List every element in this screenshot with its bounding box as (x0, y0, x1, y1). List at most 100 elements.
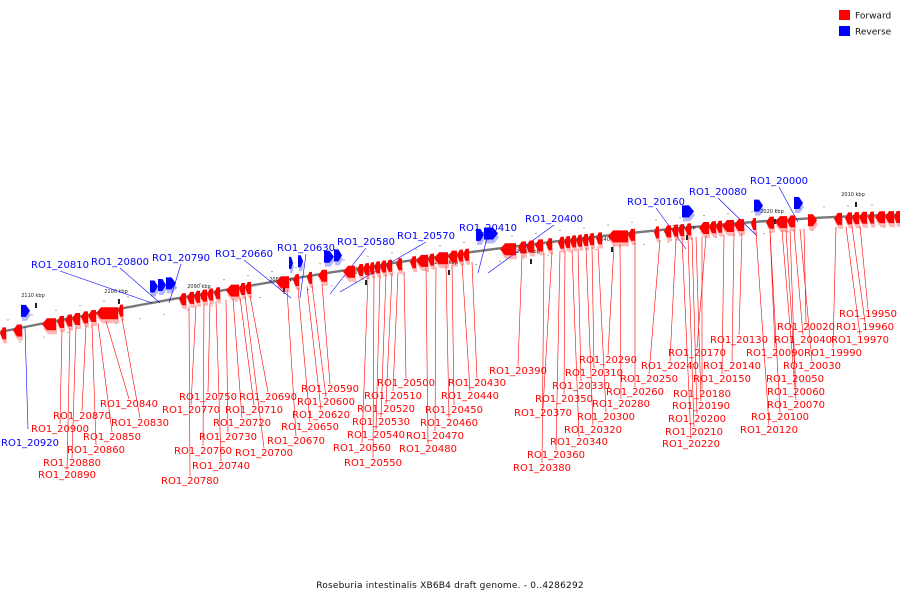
gene-label[interactable]: RO1_20710 (225, 405, 283, 416)
gene-label[interactable]: RO1_20850 (83, 432, 141, 443)
forward-gene-arrow[interactable] (787, 215, 795, 228)
forward-gene-arrow[interactable] (118, 304, 123, 317)
gene-label[interactable]: RO1_20700 (235, 448, 293, 459)
gene-label[interactable]: RO1_20780 (161, 476, 219, 487)
forward-gene-arrow[interactable] (416, 254, 428, 267)
forward-gene-arrow[interactable] (179, 293, 186, 306)
gene-label[interactable]: RO1_20760 (174, 446, 232, 457)
gene-label[interactable]: RO1_20570 (397, 231, 455, 242)
forward-gene-arrow[interactable] (875, 211, 885, 224)
forward-gene-arrow[interactable] (546, 238, 552, 251)
forward-gene-arrow[interactable] (834, 212, 842, 225)
gene-label[interactable]: RO1_20330 (552, 381, 610, 392)
forward-gene-arrow[interactable] (13, 324, 22, 337)
gene-label[interactable]: RO1_20360 (527, 450, 585, 461)
gene-label[interactable]: RO1_20410 (459, 223, 517, 234)
forward-gene-arrow[interactable] (885, 211, 894, 224)
forward-gene-arrow[interactable] (716, 220, 722, 233)
forward-gene-arrow[interactable] (374, 261, 380, 274)
forward-gene-arrow[interactable] (808, 214, 817, 227)
forward-gene-arrow[interactable] (386, 259, 392, 272)
forward-gene-arrow[interactable] (396, 258, 402, 271)
gene-label[interactable]: RO1_20070 (767, 400, 825, 411)
forward-gene-arrow[interactable] (65, 314, 72, 327)
gene-label[interactable]: RO1_20280 (592, 399, 650, 410)
gene-label[interactable]: RO1_20120 (740, 425, 798, 436)
forward-gene-arrow[interactable] (428, 253, 434, 266)
gene-label[interactable]: RO1_19960 (836, 322, 894, 333)
reverse-gene-arrow[interactable] (754, 199, 763, 212)
gene-label[interactable]: RO1_20540 (347, 430, 405, 441)
forward-gene-arrow[interactable] (239, 283, 245, 295)
gene-label[interactable]: RO1_20390 (489, 366, 547, 377)
gene-label[interactable]: RO1_20920 (1, 438, 59, 449)
gene-label[interactable]: RO1_20770 (162, 405, 220, 416)
forward-gene-arrow[interactable] (582, 234, 588, 246)
forward-gene-arrow[interactable] (369, 262, 374, 275)
gene-label[interactable]: RO1_20320 (564, 425, 622, 436)
forward-gene-arrow[interactable] (894, 211, 900, 223)
forward-gene-arrow[interactable] (363, 263, 369, 276)
gene-label[interactable]: RO1_20860 (67, 445, 125, 456)
forward-gene-arrow[interactable] (57, 316, 64, 328)
gene-label[interactable]: RO1_20530 (352, 417, 410, 428)
forward-gene-arrow[interactable] (558, 236, 564, 249)
gene-label[interactable]: RO1_20150 (693, 374, 751, 385)
reverse-gene-arrow[interactable] (334, 249, 342, 262)
forward-gene-arrow[interactable] (751, 218, 756, 230)
gene-label[interactable]: RO1_19950 (839, 309, 897, 320)
forward-gene-arrow[interactable] (307, 271, 312, 284)
gene-label[interactable]: RO1_20790 (152, 253, 210, 264)
gene-label[interactable]: RO1_20210 (665, 427, 723, 438)
forward-gene-arrow[interactable] (685, 223, 691, 236)
forward-gene-arrow[interactable] (868, 211, 874, 224)
gene-label[interactable]: RO1_20800 (91, 257, 149, 268)
gene-label[interactable]: RO1_20300 (577, 412, 635, 423)
gene-label[interactable]: RO1_20180 (673, 389, 731, 400)
forward-gene-arrow[interactable] (207, 288, 213, 301)
gene-label[interactable]: RO1_20060 (767, 387, 825, 398)
forward-gene-arrow[interactable] (88, 310, 96, 322)
reverse-gene-arrow[interactable] (682, 205, 694, 218)
gene-label[interactable]: RO1_20250 (620, 374, 678, 385)
gene-label[interactable]: RO1_20520 (357, 404, 415, 415)
forward-gene-arrow[interactable] (410, 256, 416, 269)
gene-label[interactable]: RO1_20220 (662, 439, 720, 450)
reverse-gene-arrow[interactable] (166, 277, 176, 290)
gene-label[interactable]: RO1_20750 (179, 392, 237, 403)
reverse-gene-arrow[interactable] (794, 197, 803, 209)
forward-gene-arrow[interactable] (608, 230, 628, 243)
forward-gene-arrow[interactable] (81, 311, 88, 324)
forward-gene-arrow[interactable] (343, 265, 355, 278)
forward-gene-arrow[interactable] (318, 269, 327, 282)
gene-label[interactable]: RO1_20670 (267, 436, 325, 447)
forward-gene-arrow[interactable] (576, 234, 582, 247)
gene-label[interactable]: RO1_19990 (804, 348, 862, 359)
reverse-gene-arrow[interactable] (476, 228, 484, 241)
forward-gene-arrow[interactable] (672, 224, 678, 237)
gene-label[interactable]: RO1_20620 (292, 410, 350, 421)
forward-gene-arrow[interactable] (664, 225, 671, 238)
gene-label[interactable]: RO1_20650 (281, 422, 339, 433)
forward-gene-arrow[interactable] (214, 287, 220, 300)
gene-label[interactable]: RO1_20260 (606, 387, 664, 398)
gene-label[interactable]: RO1_20440 (441, 391, 499, 402)
forward-gene-arrow[interactable] (845, 212, 852, 225)
forward-gene-arrow[interactable] (434, 252, 448, 265)
forward-gene-arrow[interactable] (200, 289, 207, 302)
reverse-gene-arrow[interactable] (150, 280, 158, 293)
gene-label[interactable]: RO1_20600 (297, 397, 355, 408)
forward-gene-arrow[interactable] (245, 282, 251, 294)
gene-label[interactable]: RO1_20730 (199, 432, 257, 443)
reverse-gene-arrow[interactable] (289, 256, 293, 269)
gene-label[interactable]: RO1_20810 (31, 260, 89, 271)
gene-label[interactable]: RO1_20040 (774, 335, 832, 346)
reverse-gene-arrow[interactable] (158, 279, 166, 291)
reverse-gene-arrow[interactable] (21, 304, 30, 317)
forward-gene-arrow[interactable] (0, 327, 6, 340)
gene-label[interactable]: RO1_20080 (689, 187, 747, 198)
gene-label[interactable]: RO1_20890 (38, 470, 96, 481)
gene-label[interactable]: RO1_20690 (239, 392, 297, 403)
gene-label[interactable]: RO1_20430 (448, 378, 506, 389)
reverse-gene-arrow[interactable] (484, 227, 498, 240)
